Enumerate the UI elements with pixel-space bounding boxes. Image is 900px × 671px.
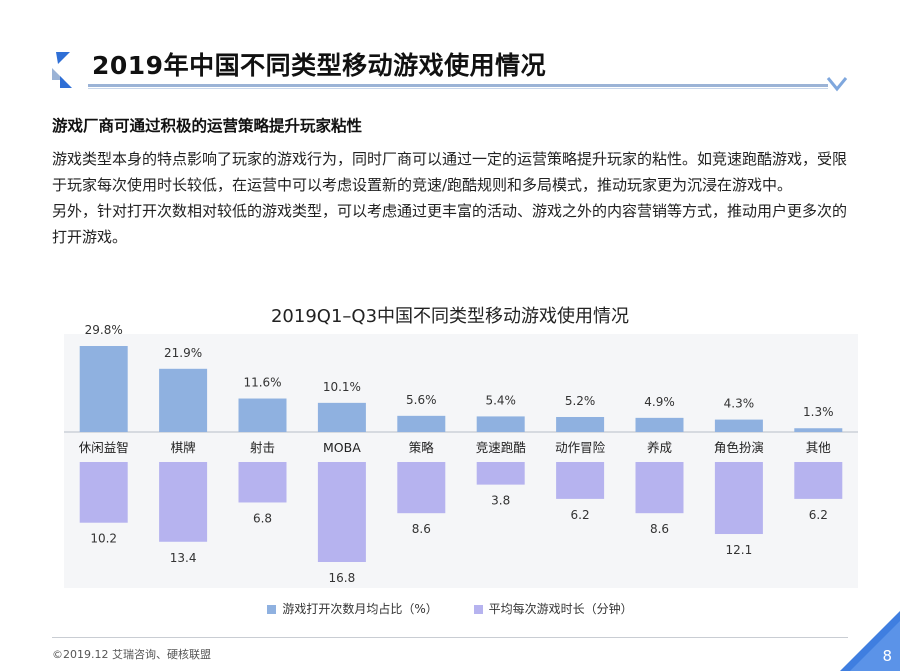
bar-open-share	[397, 415, 446, 432]
bar-duration	[476, 462, 525, 485]
category-label: MOBA	[323, 440, 361, 455]
data-label-open-share: 4.3%	[724, 397, 755, 411]
data-label-open-share: 21.9%	[164, 346, 202, 360]
bar-duration	[159, 462, 208, 542]
category-label: 养成	[647, 440, 672, 455]
body-paragraph-1: 游戏类型本身的特点影响了玩家的游戏行为，同时厂商可以通过一定的运营策略提升玩家的…	[52, 150, 848, 194]
bar-duration	[397, 462, 446, 514]
category-label: 策略	[409, 440, 435, 455]
chevron-down-icon	[826, 77, 848, 92]
data-label-duration: 3.8	[491, 494, 510, 508]
body-text: 游戏类型本身的特点影响了玩家的游戏行为，同时厂商可以通过一定的运营策略提升玩家的…	[52, 146, 852, 250]
corner-decoration-icon	[840, 611, 900, 671]
legend-label-duration: 平均每次游戏时长（分钟）	[488, 602, 633, 616]
data-label-duration: 12.1	[726, 543, 753, 557]
bar-duration	[635, 462, 684, 514]
bar-open-share	[714, 419, 763, 432]
data-label-duration: 8.6	[650, 522, 669, 536]
data-label-duration: 6.2	[571, 508, 590, 522]
data-label-open-share: 11.6%	[243, 376, 281, 390]
legend-label-open-share: 游戏打开次数月均占比（%）	[282, 602, 438, 616]
title-underline	[88, 84, 828, 87]
bar-open-share	[317, 402, 366, 432]
data-label-duration: 6.8	[253, 511, 272, 525]
category-label: 休闲益智	[79, 440, 129, 455]
chart-legend: 游戏打开次数月均占比（%） 平均每次游戏时长（分钟）	[0, 600, 900, 617]
data-label-duration: 13.4	[170, 551, 197, 565]
data-label-open-share: 5.4%	[485, 393, 516, 407]
bar-duration	[556, 462, 605, 499]
data-label-open-share: 29.8%	[85, 323, 123, 337]
bar-open-share	[635, 417, 684, 432]
category-label: 射击	[250, 440, 275, 455]
footer-source: ©2019.12 艾瑞咨询、硬核联盟	[52, 648, 211, 661]
data-label-duration: 16.8	[329, 571, 356, 585]
bar-duration	[79, 462, 128, 523]
bar-open-share	[159, 368, 208, 432]
data-label-duration: 8.6	[412, 522, 431, 536]
data-label-open-share: 4.9%	[644, 395, 675, 409]
category-label: 动作冒险	[555, 440, 606, 455]
data-label-duration: 6.2	[809, 508, 828, 522]
section-subtitle: 游戏厂商可通过积极的运营策略提升玩家粘性	[52, 117, 363, 135]
bar-open-share	[794, 428, 843, 432]
body-paragraph-2: 另外，针对打开次数相对较低的游戏类型，可以考虑通过更丰富的活动、游戏之外的内容营…	[52, 202, 848, 246]
bar-duration	[794, 462, 843, 499]
category-label: 竞速跑酷	[476, 440, 527, 455]
legend-item-open-share: 游戏打开次数月均占比（%）	[267, 600, 438, 617]
category-label: 其他	[806, 440, 832, 455]
chart-title: 2019Q1–Q3中国不同类型移动游戏使用情况	[270, 306, 630, 327]
bar-duration	[714, 462, 763, 535]
category-label: 棋牌	[171, 440, 196, 455]
bar-open-share	[556, 416, 605, 432]
data-label-open-share: 10.1%	[323, 380, 361, 394]
bar-duration	[238, 462, 287, 503]
data-label-duration: 10.2	[90, 532, 117, 546]
bar-open-share	[238, 398, 287, 432]
bar-open-share	[79, 346, 128, 432]
data-label-open-share: 5.2%	[565, 394, 596, 408]
data-label-open-share: 1.3%	[803, 405, 834, 419]
bar-open-share	[476, 416, 525, 432]
page-number: 8	[882, 647, 892, 665]
bar-duration	[317, 462, 366, 562]
category-label: 角色扮演	[714, 440, 764, 455]
title-underline-thin	[88, 88, 828, 89]
brand-logo-icon	[52, 52, 72, 88]
legend-swatch-open-share	[267, 605, 277, 614]
footer-divider	[52, 637, 848, 638]
data-label-open-share: 5.6%	[406, 393, 437, 407]
legend-swatch-duration	[473, 605, 483, 614]
page-title: 2019年中国不同类型移动游戏使用情况	[92, 51, 547, 80]
legend-item-duration: 平均每次游戏时长（分钟）	[473, 600, 633, 617]
